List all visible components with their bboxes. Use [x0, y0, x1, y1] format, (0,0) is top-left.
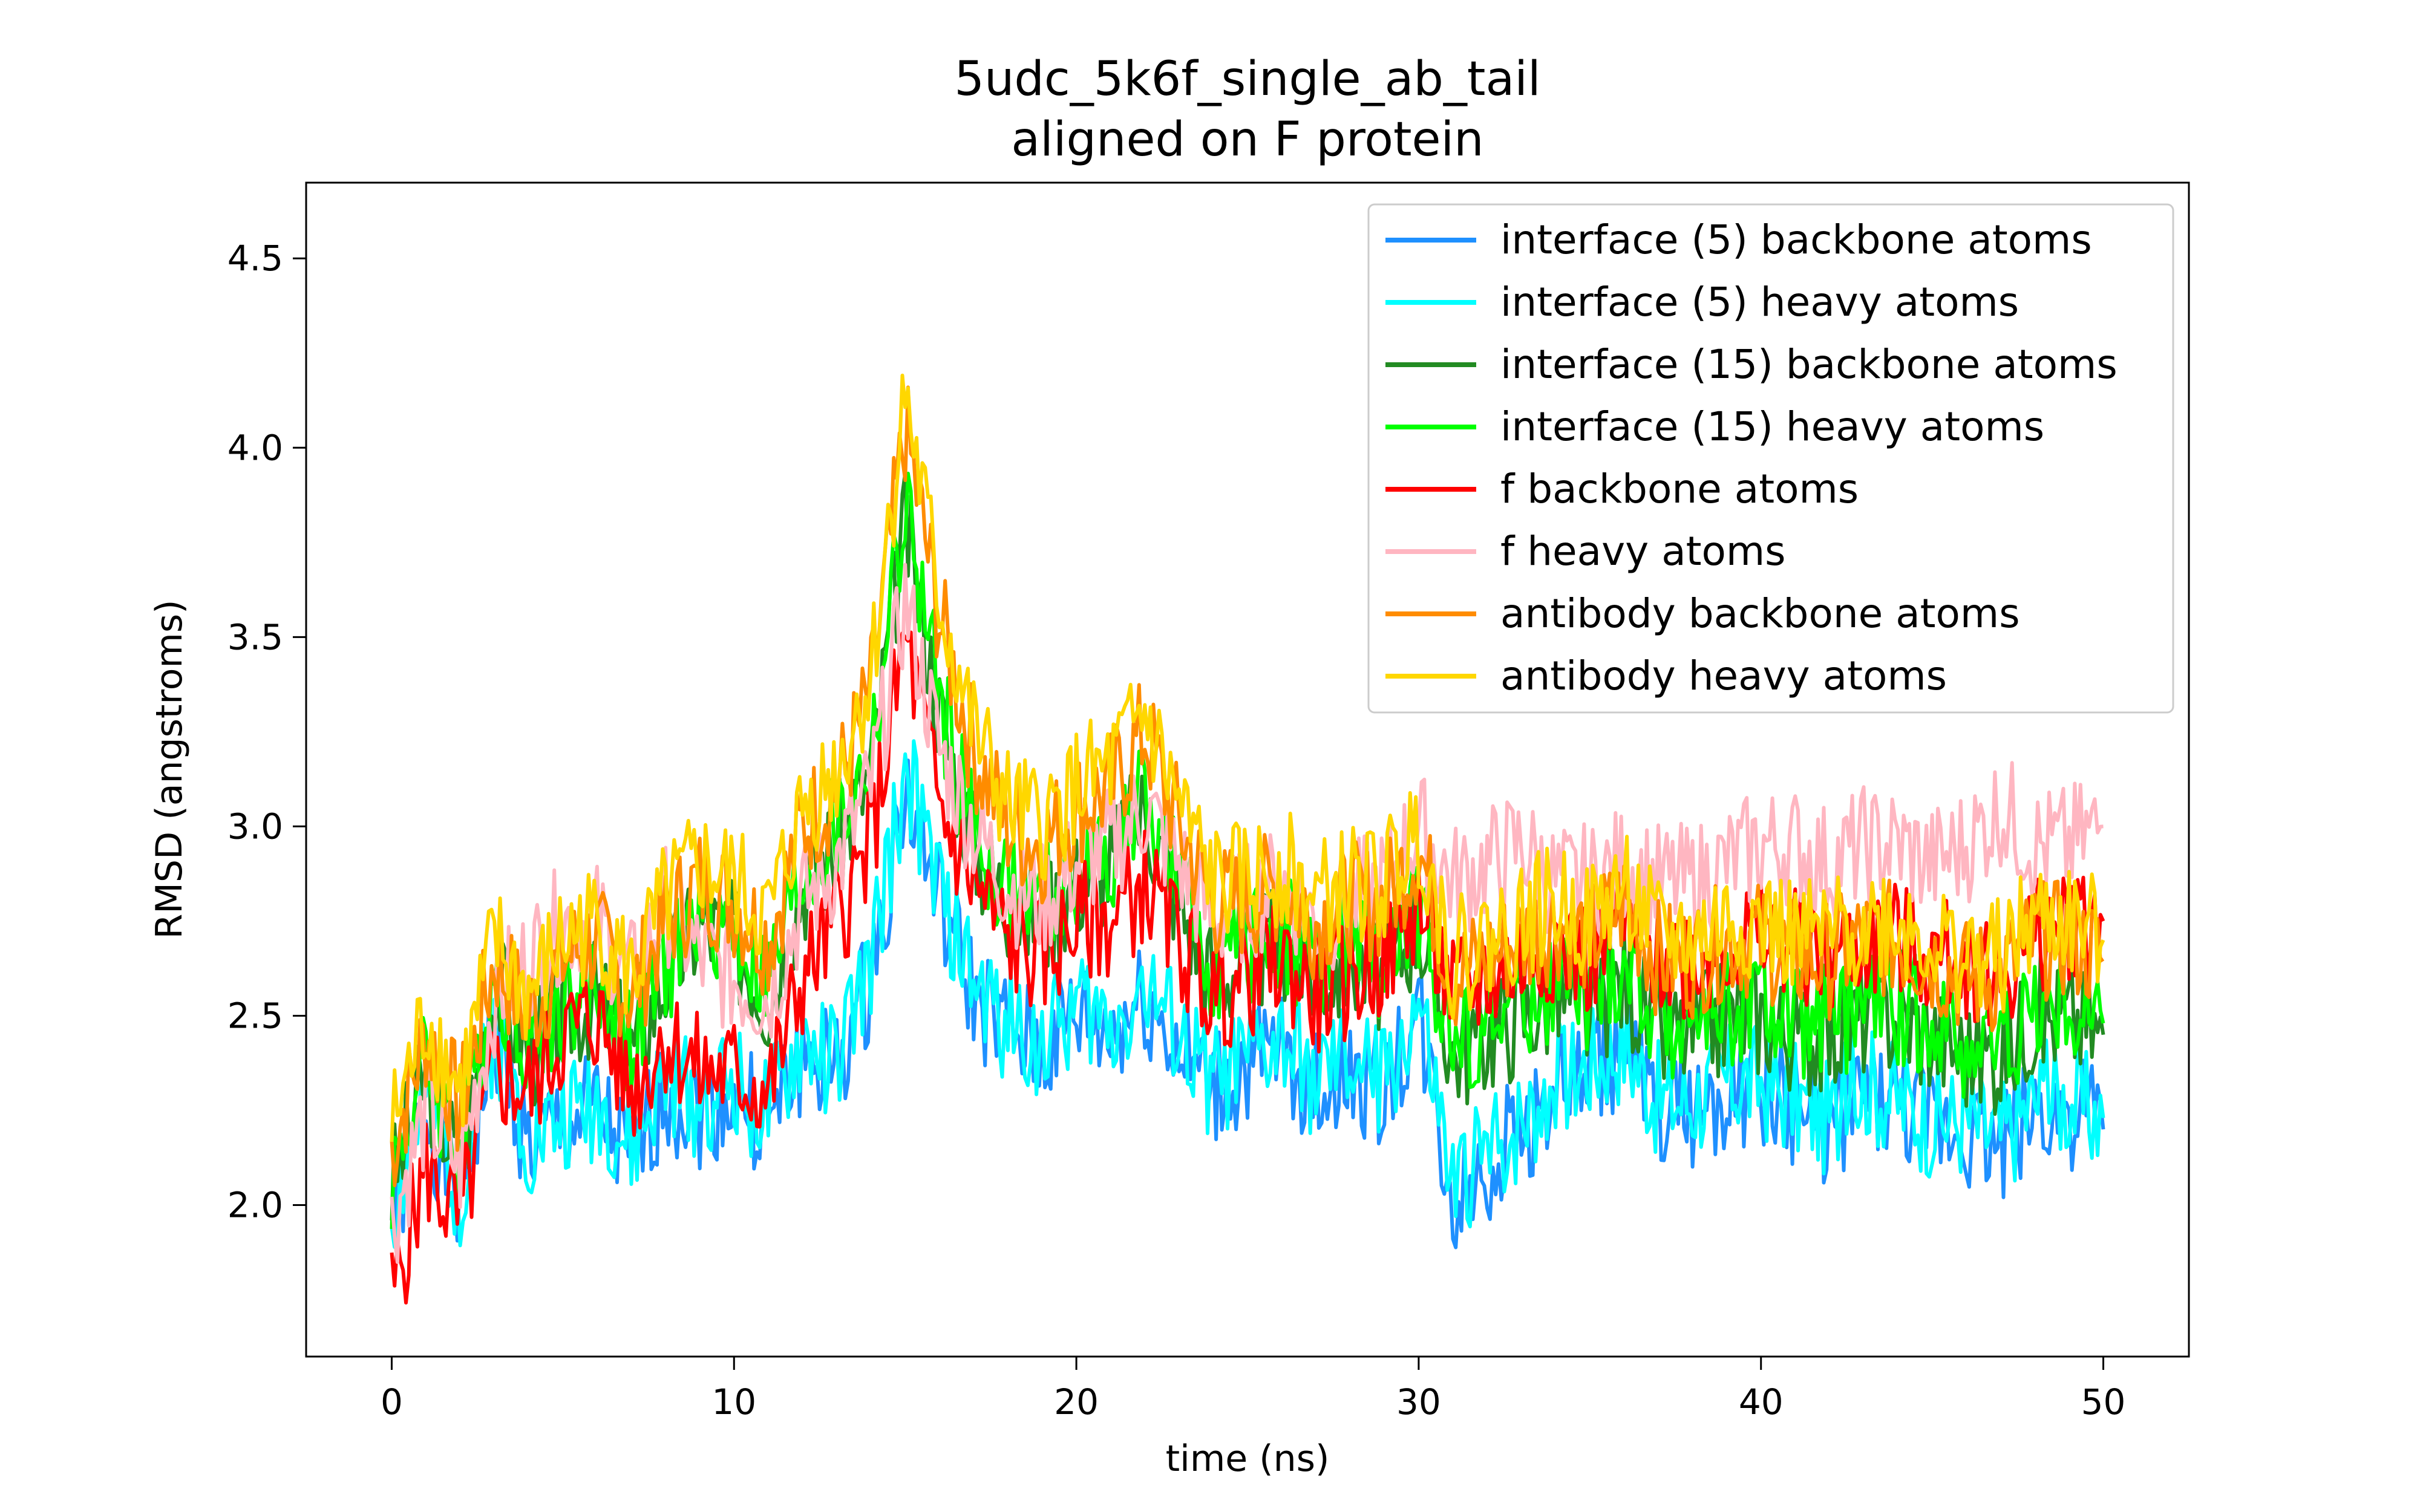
legend-label: interface (15) heavy atoms [1500, 403, 2044, 450]
legend-label: antibody backbone atoms [1500, 590, 2020, 637]
legend-label: interface (5) heavy atoms [1500, 279, 2019, 325]
y-tick-label: 3.5 [227, 616, 283, 657]
series-lines [390, 373, 2105, 1305]
y-tick-label: 2.0 [227, 1185, 283, 1226]
legend-label: antibody heavy atoms [1500, 653, 1947, 699]
y-tick-label: 4.0 [227, 427, 283, 468]
series-line-7 [390, 373, 2105, 1142]
series-line-4 [390, 630, 2105, 1305]
x-tick-label: 40 [1739, 1381, 1784, 1422]
legend-label: f heavy atoms [1500, 528, 1786, 575]
y-tick-label: 3.0 [227, 806, 283, 847]
x-tick-label: 50 [2081, 1381, 2126, 1422]
legend-label: interface (15) backbone atoms [1500, 341, 2118, 388]
x-tick-label: 10 [711, 1381, 756, 1422]
chart-title: 5udc_5k6f_single_ab_tail [954, 52, 1540, 106]
x-tick-label: 20 [1054, 1381, 1099, 1422]
legend-label: interface (5) backbone atoms [1500, 217, 2092, 263]
x-tick-label: 30 [1396, 1381, 1441, 1422]
legend: interface (5) backbone atoms interface (5… [1367, 203, 2174, 714]
x-axis-label: time (ns) [1166, 1438, 1330, 1480]
x-axis-ticks: 0 10 20 30 40 50 [381, 1357, 2125, 1422]
series-line-6 [390, 385, 2105, 1187]
y-tick-label: 4.5 [227, 238, 283, 279]
y-axis-ticks: 2.0 2.5 3.0 3.5 4.0 4.5 [227, 238, 306, 1226]
plot-frame [305, 181, 2190, 1358]
y-axis-label: RMSD (angstroms) [148, 599, 191, 939]
y-tick-label: 2.5 [227, 995, 283, 1036]
legend-box [1367, 203, 2174, 714]
x-tick-label: 0 [381, 1381, 403, 1422]
chart-subtitle: aligned on F protein [1011, 112, 1483, 167]
legend-label: f backbone atoms [1500, 466, 1859, 512]
